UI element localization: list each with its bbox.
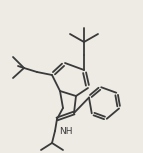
Text: NH: NH xyxy=(59,127,73,136)
